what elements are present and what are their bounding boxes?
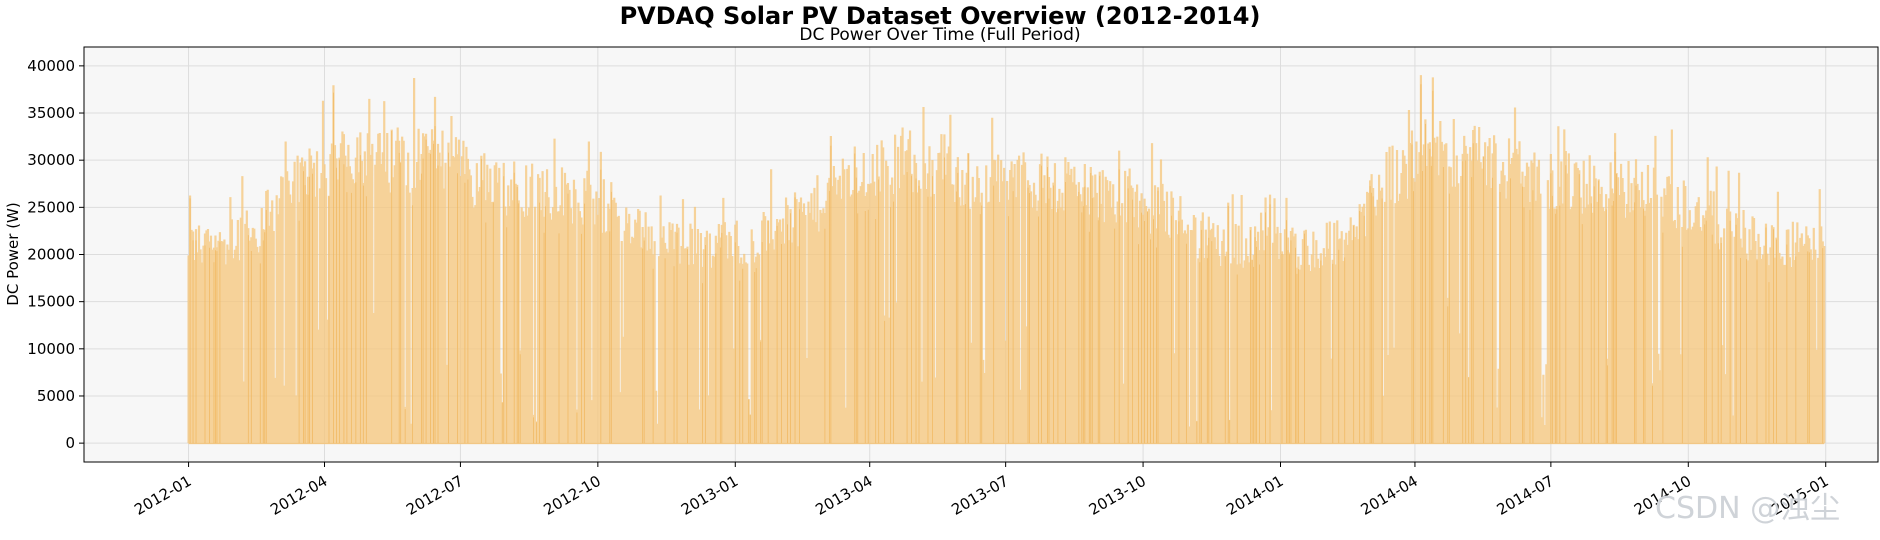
y-axis-label: DC Power (W): [4, 202, 22, 305]
x-tick-label: 2013-01: [678, 472, 741, 519]
y-axis: 0 5000 10000 15000 20000 25000 30000 35000 40000: [27, 57, 84, 452]
series-dc-power: [187, 75, 1826, 445]
y-tick-label: 40000: [27, 57, 75, 75]
y-tick-label: 30000: [27, 151, 75, 169]
x-tick-label: 2012-01: [131, 472, 194, 519]
series-highlights: [189, 84, 1824, 444]
x-tick-label: 2012-04: [267, 472, 330, 519]
y-tick-label: 20000: [27, 246, 75, 264]
x-tick-label: 2014-04: [1358, 472, 1421, 519]
x-axis: 2012-01 2012-04 2012-07 2012-10 2013-01 2013-…: [131, 462, 1832, 519]
chart-subtitle: DC Power Over Time (Full Period): [799, 25, 1080, 45]
x-tick-label: 2013-07: [948, 472, 1011, 519]
y-tick-label: 35000: [27, 104, 75, 122]
watermark: CSDN @浊尘: [1655, 491, 1840, 526]
x-tick-label: 2013-04: [812, 472, 875, 519]
x-tick-label: 2012-10: [541, 472, 604, 519]
x-tick-label: 2014-07: [1494, 472, 1557, 519]
series-baseline: [188, 443, 1825, 445]
x-tick-label: 2012-07: [403, 472, 466, 519]
y-tick-label: 0: [65, 434, 75, 452]
x-tick-label: 2014-01: [1223, 472, 1286, 519]
y-tick-label: 15000: [27, 293, 75, 311]
chart-title: PVDAQ Solar PV Dataset Overview (2012-20…: [620, 2, 1261, 30]
x-tick-label: 2013-10: [1086, 472, 1149, 519]
y-tick-label: 5000: [37, 387, 75, 405]
y-tick-label: 25000: [27, 198, 75, 216]
y-tick-label: 10000: [27, 340, 75, 358]
